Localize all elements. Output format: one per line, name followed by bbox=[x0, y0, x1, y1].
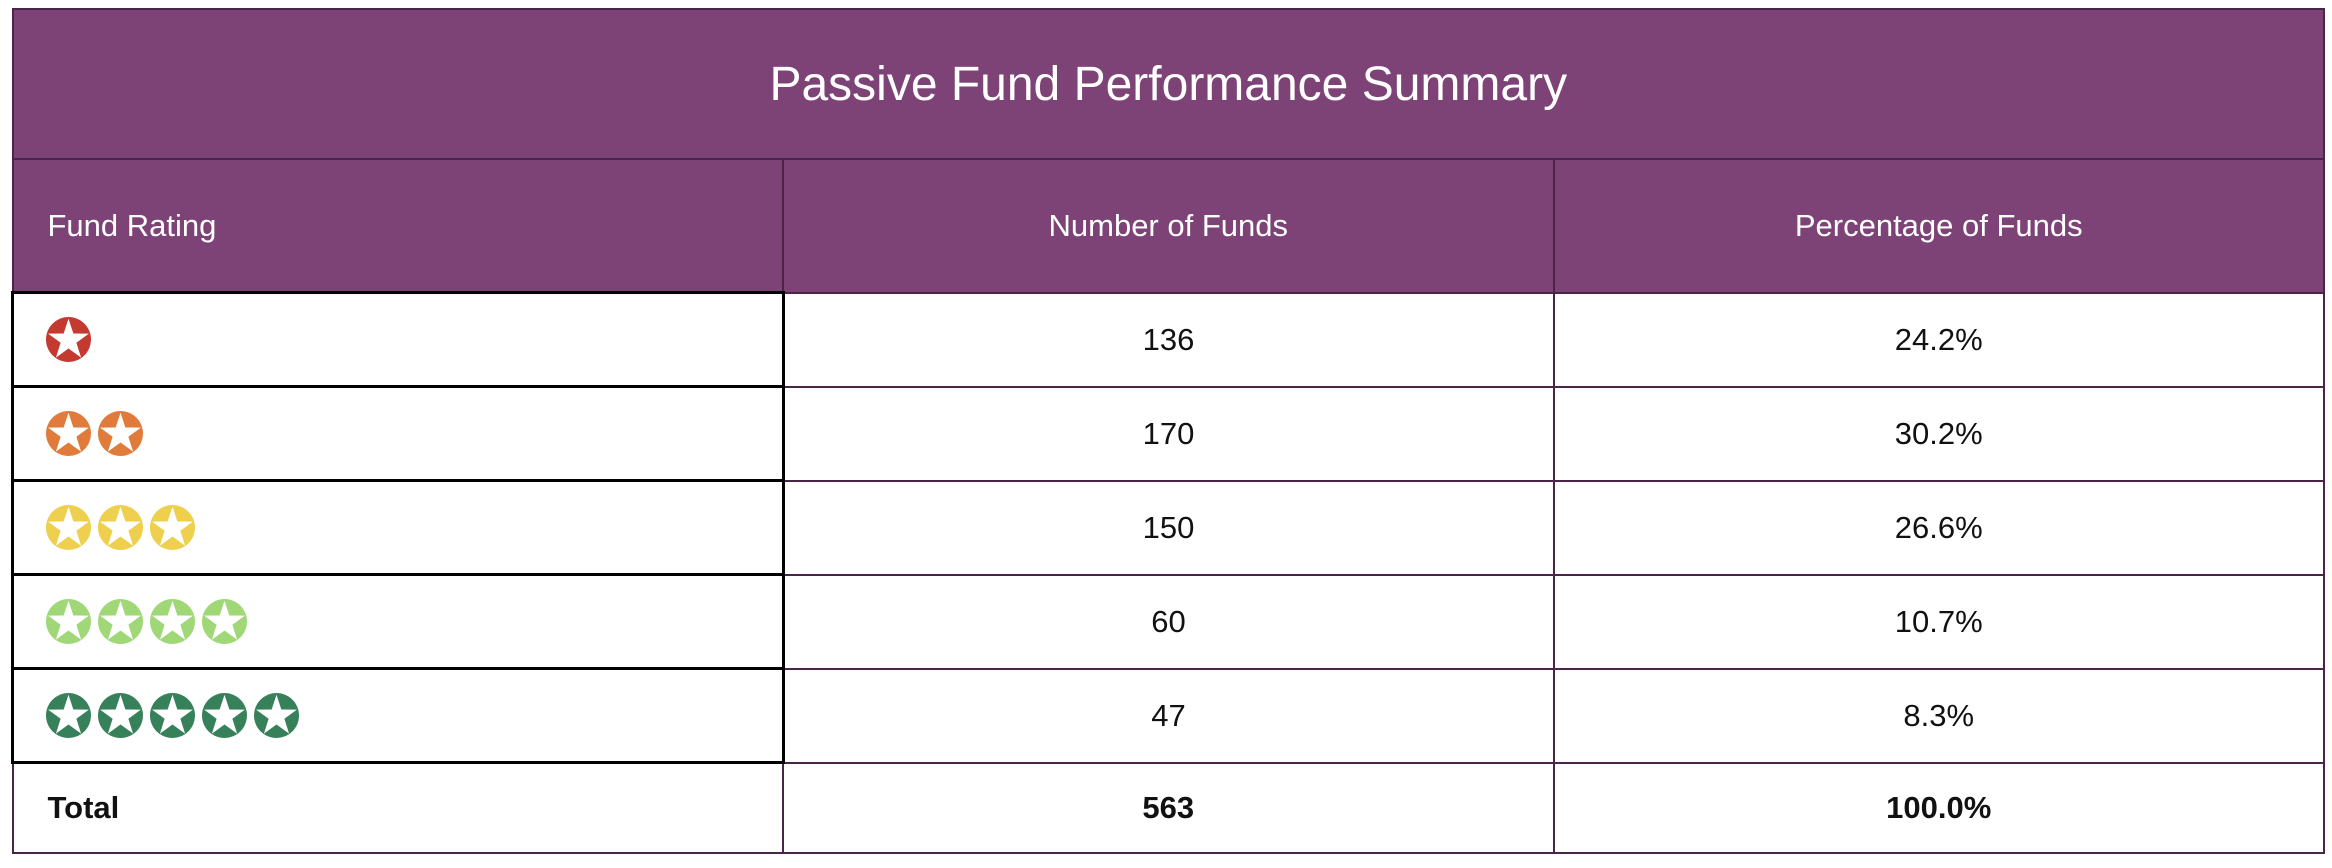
table-row: 60 10.7% bbox=[11, 573, 2325, 670]
total-label: Total bbox=[11, 761, 784, 854]
star-rating-2 bbox=[46, 411, 143, 456]
star-icon bbox=[254, 693, 299, 738]
star-icon bbox=[202, 599, 247, 644]
fund-pct-cell: 10.7% bbox=[1552, 573, 2325, 670]
star-icon bbox=[98, 599, 143, 644]
column-header-fund-rating: Fund Rating bbox=[11, 158, 784, 294]
star-icon bbox=[150, 599, 195, 644]
fund-count-cell: 170 bbox=[782, 385, 1555, 482]
page-title: Passive Fund Performance Summary bbox=[11, 8, 2325, 160]
star-rating-3 bbox=[46, 505, 195, 550]
column-header-row: Fund Rating Number of Funds Percentage o… bbox=[11, 158, 2325, 294]
star-icon bbox=[46, 599, 91, 644]
column-header-number-of-funds: Number of Funds bbox=[782, 158, 1555, 294]
total-row: Total 563 100.0% bbox=[11, 761, 2325, 854]
fund-rating-cell bbox=[11, 573, 785, 670]
fund-pct-cell: 26.6% bbox=[1552, 479, 2325, 576]
fund-count-cell: 47 bbox=[782, 667, 1555, 764]
star-icon bbox=[150, 693, 195, 738]
fund-count-cell: 60 bbox=[782, 573, 1555, 670]
star-icon bbox=[98, 505, 143, 550]
table-row: 136 24.2% bbox=[11, 291, 2325, 388]
table-body: 136 24.2% 170 30.2% 150 26.6% 60 10.7% 47 8.3% bbox=[11, 291, 2325, 764]
total-count: 563 bbox=[782, 761, 1555, 854]
fund-count-cell: 136 bbox=[782, 291, 1555, 388]
fund-rating-cell bbox=[11, 667, 785, 764]
fund-rating-cell bbox=[11, 385, 785, 482]
fund-count-cell: 150 bbox=[782, 479, 1555, 576]
star-icon bbox=[202, 693, 247, 738]
star-icon bbox=[46, 693, 91, 738]
fund-pct-cell: 24.2% bbox=[1552, 291, 2325, 388]
total-pct: 100.0% bbox=[1552, 761, 2325, 854]
star-icon bbox=[98, 411, 143, 456]
table-row: 47 8.3% bbox=[11, 667, 2325, 764]
title-row: Passive Fund Performance Summary bbox=[11, 8, 2325, 160]
star-icon bbox=[46, 505, 91, 550]
star-rating-5 bbox=[46, 693, 299, 738]
star-icon bbox=[46, 317, 91, 362]
fund-pct-cell: 30.2% bbox=[1552, 385, 2325, 482]
column-header-percentage-of-funds: Percentage of Funds bbox=[1552, 158, 2325, 294]
star-icon bbox=[150, 505, 195, 550]
fund-performance-table: Passive Fund Performance Summary Fund Ra… bbox=[11, 8, 2325, 854]
table-row: 170 30.2% bbox=[11, 385, 2325, 482]
table-row: 150 26.6% bbox=[11, 479, 2325, 576]
star-rating-4 bbox=[46, 599, 247, 644]
fund-rating-cell bbox=[11, 291, 785, 388]
star-rating-1 bbox=[46, 317, 91, 362]
star-icon bbox=[98, 693, 143, 738]
star-icon bbox=[46, 411, 91, 456]
fund-pct-cell: 8.3% bbox=[1552, 667, 2325, 764]
fund-rating-cell bbox=[11, 479, 785, 576]
